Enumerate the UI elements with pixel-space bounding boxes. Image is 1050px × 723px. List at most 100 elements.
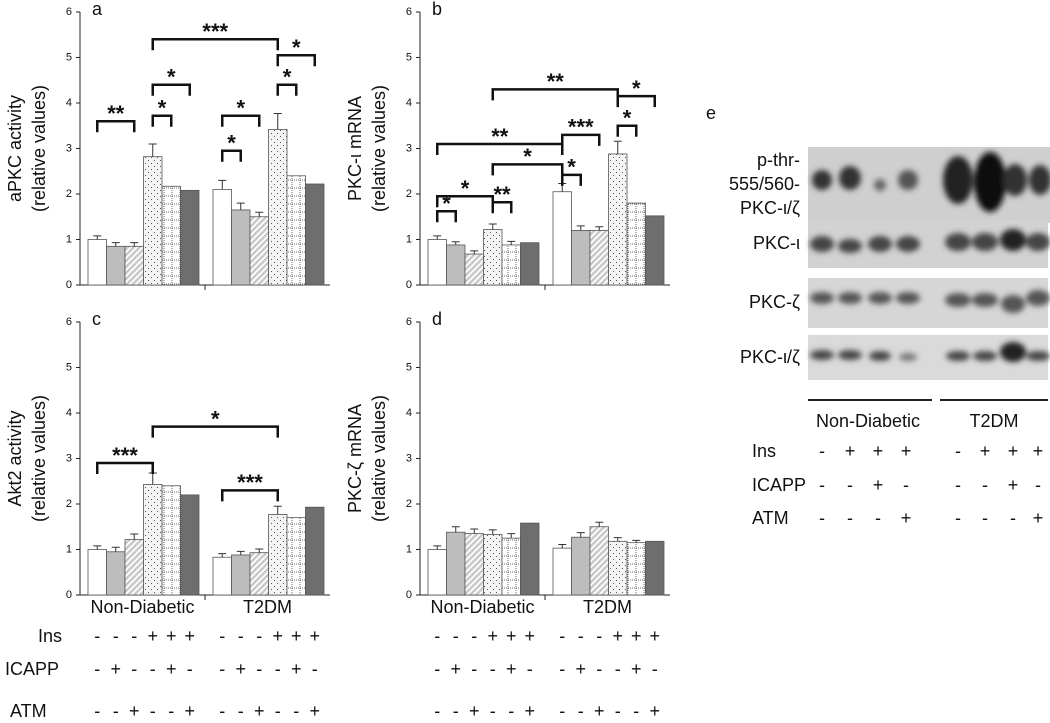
significance-bracket <box>96 119 136 133</box>
treatment-label: ICAPP <box>5 659 59 679</box>
panel-letter: a <box>92 0 103 19</box>
treatment-symbol: - <box>559 701 565 721</box>
treatment-symbol: + <box>184 626 195 646</box>
treatment-symbol: + <box>469 701 480 721</box>
treatment-symbol: - <box>94 659 100 679</box>
bar <box>249 552 269 596</box>
error-bar <box>576 225 585 231</box>
treatment-symbol: + <box>1033 508 1044 528</box>
bar <box>180 494 200 596</box>
bar <box>87 239 107 286</box>
error-bar <box>236 202 245 210</box>
x-tick-label: Non-Diabetic <box>90 597 194 617</box>
panel-letter: d <box>432 309 442 329</box>
significance-bracket <box>151 38 279 51</box>
bar <box>571 229 591 286</box>
error-bar <box>273 112 282 130</box>
band-label: PKC-ι/ζ <box>740 198 800 218</box>
y-tick-label: 5 <box>406 51 412 63</box>
treatment-symbol: - <box>955 475 961 495</box>
band-label: p-thr- <box>757 150 800 170</box>
significance-label: ** <box>491 124 509 149</box>
treatment-symbol: - <box>559 626 565 646</box>
y-tick-label: 0 <box>66 279 72 291</box>
error-bar <box>451 241 460 245</box>
band-label: PKC-ι/ζ <box>740 347 800 367</box>
y-tick-label: 2 <box>406 188 412 200</box>
error-bar <box>470 250 479 255</box>
bar <box>645 540 665 596</box>
bar <box>106 245 126 286</box>
y-tick-label: 6 <box>66 316 72 328</box>
significance-bracket <box>276 53 316 67</box>
treatment-symbol: + <box>1008 475 1019 495</box>
treatment-label: ICAPP <box>752 475 806 495</box>
significance-label: * <box>236 96 245 121</box>
treatment-symbol: - <box>219 701 225 721</box>
bar <box>483 229 503 286</box>
y-tick-label: 6 <box>406 6 412 18</box>
bar <box>106 551 126 596</box>
significance-bracket <box>436 210 457 223</box>
treatment-symbol: + <box>1033 441 1044 461</box>
treatment-symbol: - <box>453 701 459 721</box>
y-tick-label: 0 <box>406 589 412 601</box>
panel: 0 1 2 3 4 5 6 Akt2 activity (relative values) c No… <box>5 309 330 617</box>
treatment-symbol: - <box>275 659 281 679</box>
treatment-symbol: + <box>487 626 498 646</box>
treatment-symbol: + <box>631 626 642 646</box>
treatment-symbol: - <box>596 626 602 646</box>
bar <box>87 549 107 596</box>
y-tick-label: 1 <box>406 543 412 555</box>
significance-label: ** <box>493 182 511 207</box>
treatment-symbol: - <box>1035 475 1041 495</box>
treatment-symbol: - <box>312 659 318 679</box>
error-bar <box>558 543 567 549</box>
treatment-symbol: - <box>508 701 514 721</box>
error-bar <box>218 553 227 558</box>
treatment-label: Ins <box>38 626 62 646</box>
treatment-symbol: + <box>845 441 856 461</box>
bar <box>231 209 251 286</box>
treatment-symbol: - <box>168 701 174 721</box>
treatment-symbol: - <box>903 475 909 495</box>
treatment-symbol: - <box>819 441 825 461</box>
significance-label: *** <box>112 443 138 468</box>
significance-bracket <box>96 461 154 475</box>
x-tick-label: Non-Diabetic <box>430 597 534 617</box>
y-tick-label: 3 <box>406 142 412 154</box>
error-bar <box>595 521 604 527</box>
bar <box>143 156 163 286</box>
treatment-symbol: + <box>147 626 158 646</box>
bar <box>305 183 325 286</box>
y-tick-label: 2 <box>406 498 412 510</box>
treatment-symbol: - <box>434 701 440 721</box>
error-bar <box>488 223 497 230</box>
significance-label: *** <box>237 470 263 495</box>
error-bar <box>148 472 157 485</box>
treatment-symbol: + <box>506 659 517 679</box>
treatment-symbol: - <box>471 626 477 646</box>
y-tick-label: 6 <box>406 316 412 328</box>
significance-bracket <box>221 489 279 502</box>
treatment-symbol: - <box>219 626 225 646</box>
treatment-symbol: - <box>256 659 262 679</box>
treatment-symbol: - <box>819 508 825 528</box>
y-axis-title: (relative values) <box>29 395 49 522</box>
bar <box>446 531 466 596</box>
error-bar <box>433 235 442 240</box>
error-bar <box>130 242 139 247</box>
significance-bracket <box>436 142 564 155</box>
y-tick-label: 2 <box>66 188 72 200</box>
y-tick-label: 1 <box>66 233 72 245</box>
treatment-symbol: - <box>187 659 193 679</box>
significance-label: * <box>442 191 451 216</box>
significance-label: * <box>158 96 167 121</box>
treatment-label: ATM <box>10 701 47 721</box>
error-bar <box>433 545 442 550</box>
bar <box>626 202 646 286</box>
treatment-symbol: - <box>150 701 156 721</box>
significance-bracket <box>616 94 656 108</box>
